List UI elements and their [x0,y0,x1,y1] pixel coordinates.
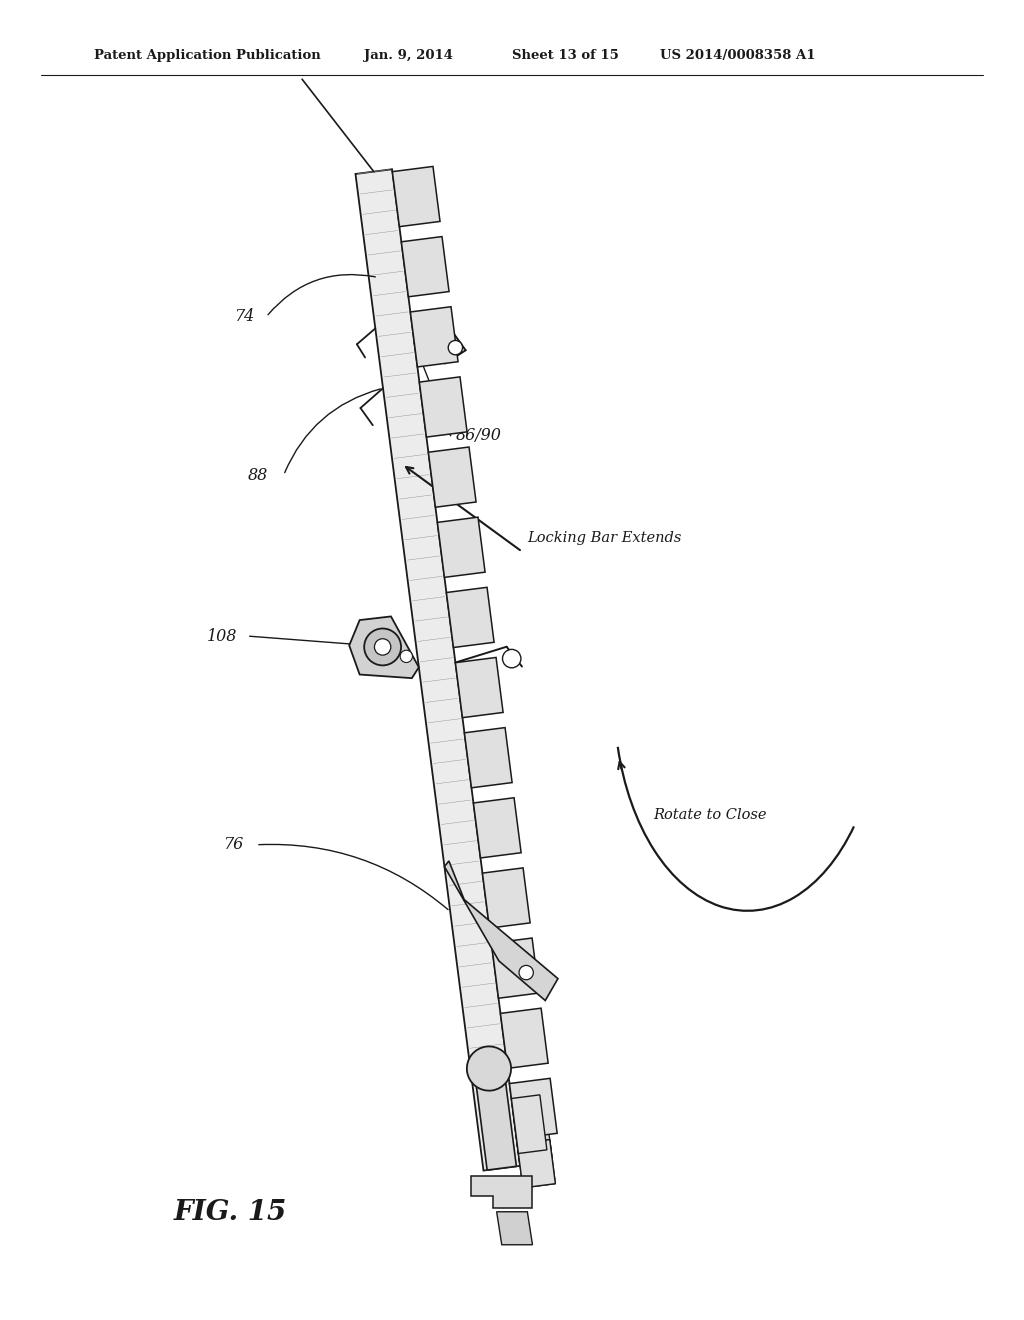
Polygon shape [465,727,512,788]
Ellipse shape [467,1047,511,1090]
Text: 108: 108 [207,628,238,644]
Text: 86/90: 86/90 [456,428,502,444]
Circle shape [365,628,401,665]
Text: Rotate to Close: Rotate to Close [653,808,767,822]
Polygon shape [420,378,467,437]
Polygon shape [497,1212,532,1245]
Polygon shape [514,1115,552,1163]
Polygon shape [482,867,530,928]
Polygon shape [511,1094,547,1154]
Text: Patent Application Publication: Patent Application Publication [94,49,321,62]
Polygon shape [349,616,419,678]
Circle shape [519,965,534,979]
Circle shape [375,639,391,655]
Text: 76: 76 [223,837,244,853]
Text: 88: 88 [248,467,268,483]
Polygon shape [444,861,558,1001]
Polygon shape [473,797,521,858]
Circle shape [400,651,413,663]
Polygon shape [474,1067,516,1170]
Polygon shape [446,587,495,648]
Polygon shape [471,1176,532,1208]
Polygon shape [456,657,503,718]
Polygon shape [392,166,440,227]
Text: FIG. 15: FIG. 15 [174,1199,288,1225]
Text: Locking Bar Extends: Locking Bar Extends [527,531,682,545]
Polygon shape [501,1008,548,1068]
Polygon shape [517,1139,555,1188]
Polygon shape [411,306,458,367]
Polygon shape [401,236,450,297]
Text: Sheet 13 of 15: Sheet 13 of 15 [512,49,618,62]
Polygon shape [428,447,476,507]
Circle shape [449,341,463,355]
Text: US 2014/0008358 A1: US 2014/0008358 A1 [660,49,816,62]
Polygon shape [492,939,540,998]
Polygon shape [437,517,485,577]
Polygon shape [517,1139,555,1188]
Text: 74: 74 [233,309,254,325]
Circle shape [503,649,521,668]
Text: Jan. 9, 2014: Jan. 9, 2014 [364,49,453,62]
Polygon shape [355,169,520,1171]
Polygon shape [510,1078,557,1139]
